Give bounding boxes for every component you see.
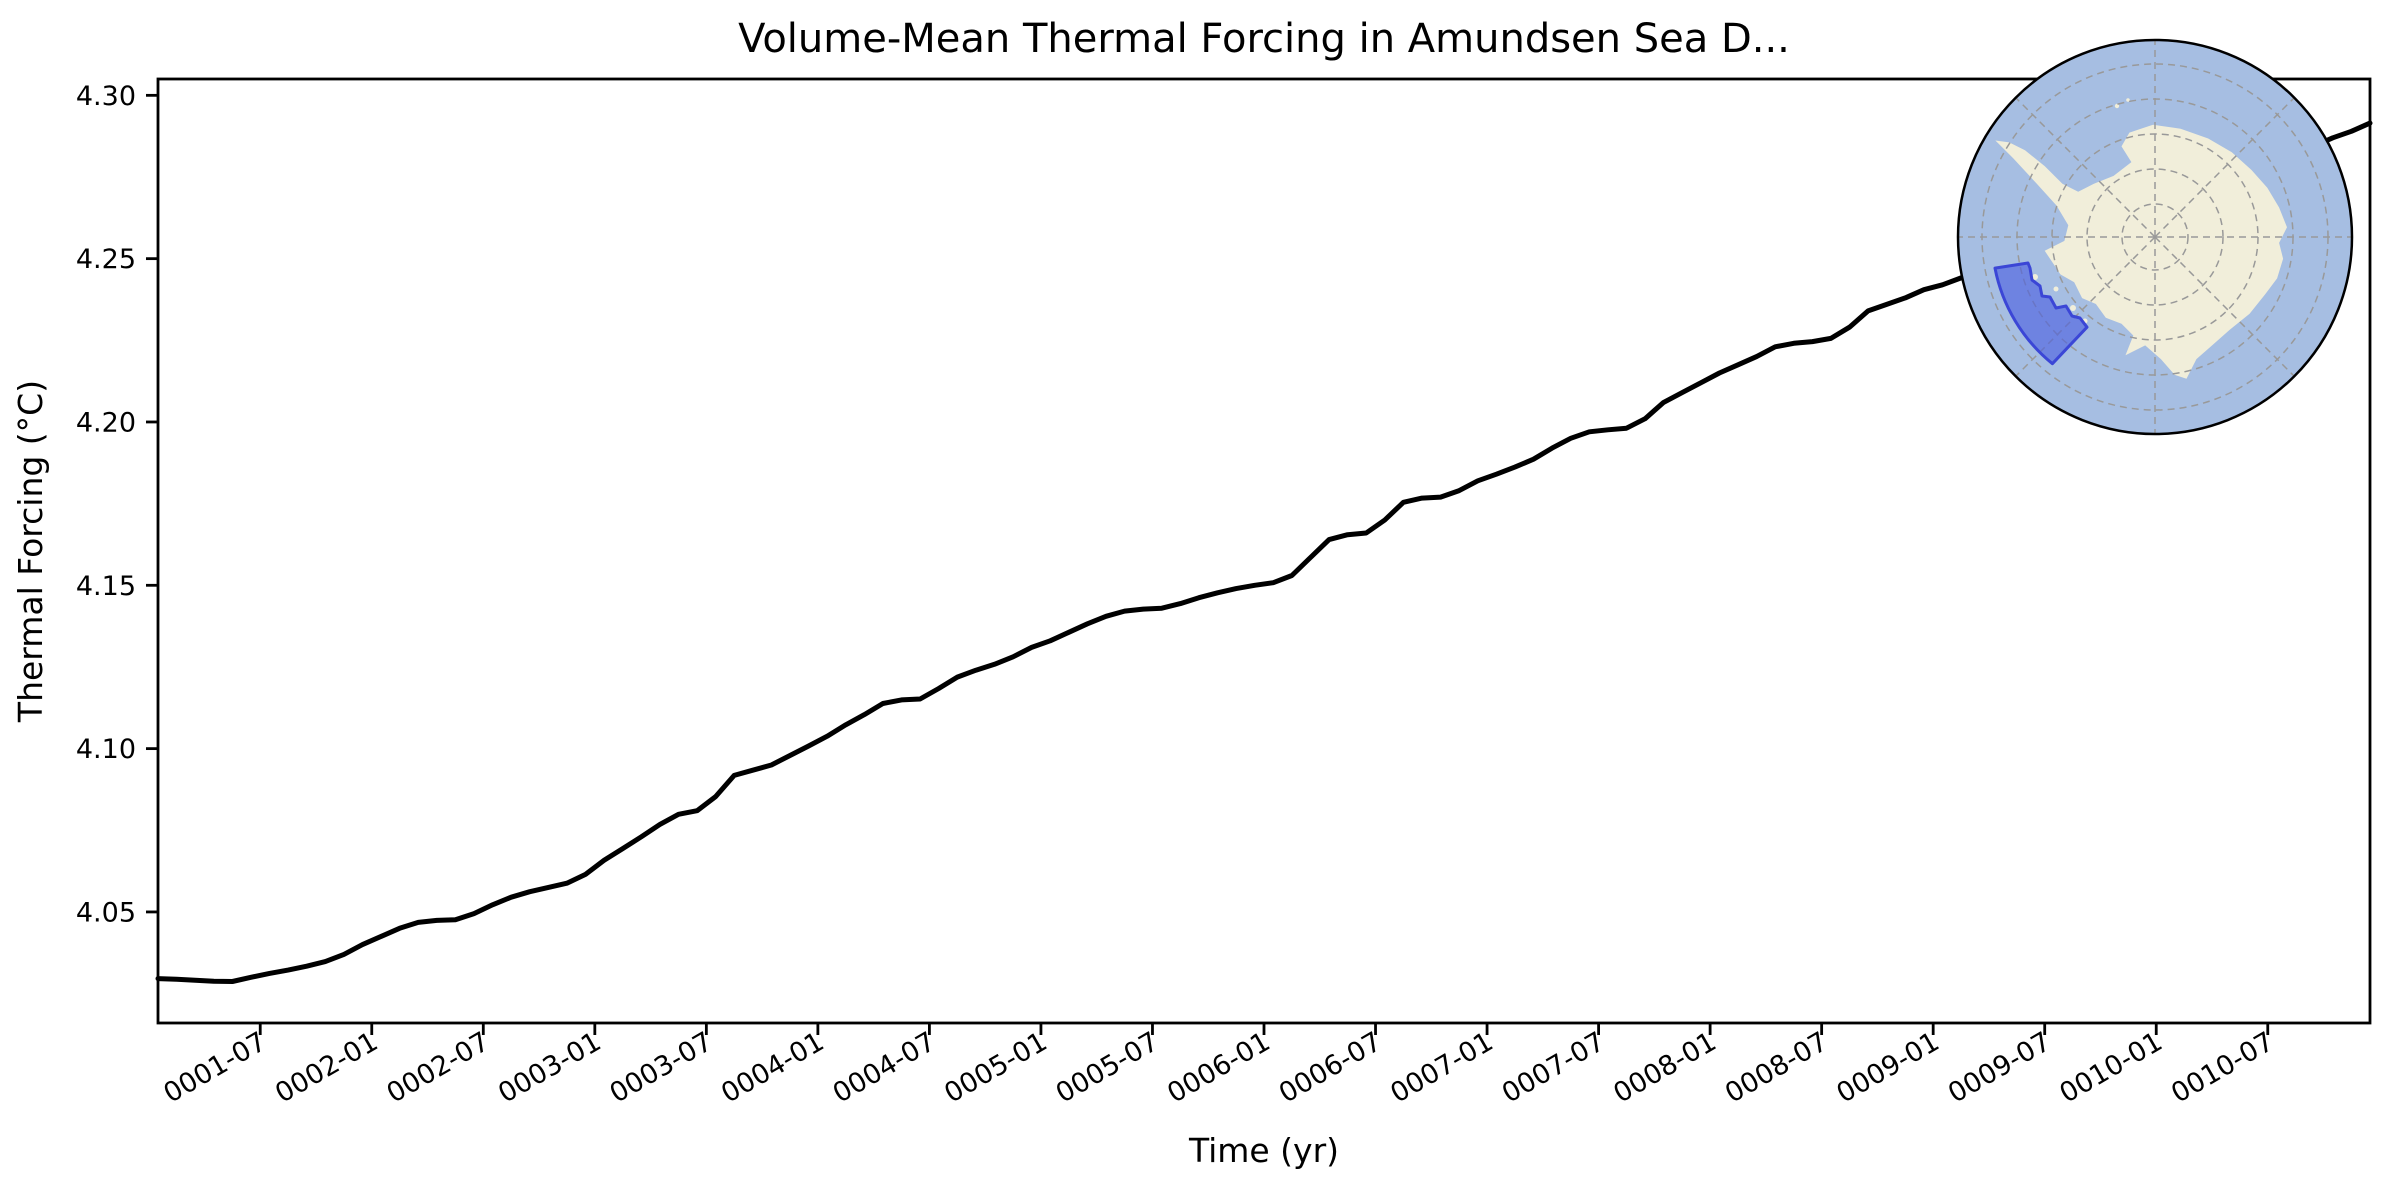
chart-title: Volume-Mean Thermal Forcing in Amundsen … (738, 16, 1790, 62)
amundsen-sea-region-highlight (1993, 261, 2089, 366)
map-border (1956, 38, 2354, 436)
y-axis-ticks: 4.05 4.10 4.15 4.20 4.25 4.30 (76, 81, 158, 928)
y-tick-label: 4.25 (76, 244, 136, 275)
y-tick-label: 4.10 (76, 734, 136, 765)
y-axis-label: Thermal Forcing (°C) (11, 380, 50, 723)
antarctica-landmass (1995, 124, 2287, 379)
axes-frame (156, 77, 2372, 1025)
map-graticule (1958, 40, 2352, 434)
y-tick-label: 4.05 (76, 897, 136, 928)
y-tick-label: 4.30 (76, 81, 136, 112)
y-tick-label: 4.20 (76, 407, 136, 438)
y-tick-label: 4.15 (76, 571, 136, 602)
x-axis-label: Time (yr) (1188, 1131, 1339, 1170)
antarctica-inset-map (1956, 38, 2354, 436)
map-islands (2032, 98, 2130, 324)
